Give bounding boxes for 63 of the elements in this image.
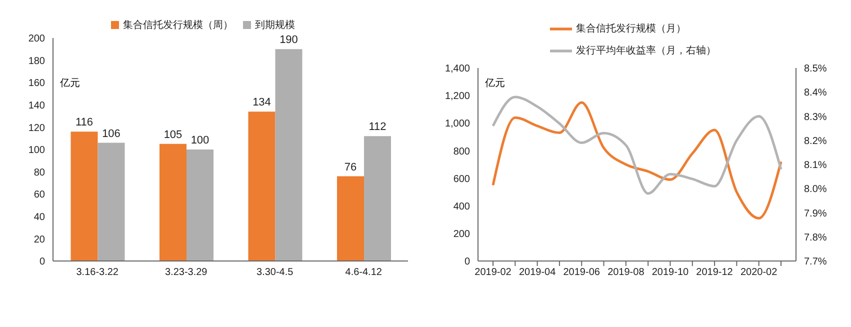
x-tick-label: 2019-08 [608, 267, 645, 278]
x-tick-label: 2020-02 [740, 267, 778, 278]
legend-label: 集合信托发行规模（月） [576, 24, 686, 35]
x-tick-label: 2019-12 [696, 267, 734, 278]
data-label: 106 [102, 128, 120, 140]
y2-tick-label: 8.3% [804, 112, 827, 123]
y-tick-label: 80 [34, 167, 46, 178]
y-tick-label: 20 [34, 234, 46, 246]
data-label: 105 [164, 128, 182, 141]
bar [70, 132, 98, 261]
y-tick-label: 40 [34, 212, 46, 223]
y2-tick-label: 8.5% [804, 64, 827, 75]
y2-tick-label: 8.0% [804, 184, 827, 196]
data-label: 100 [190, 134, 210, 146]
y2-tick-label: 8.4% [804, 88, 827, 99]
y-axis-title: 亿元 [485, 77, 505, 90]
bar [275, 49, 302, 261]
data-label: 76 [344, 161, 357, 174]
data-label: 190 [280, 34, 298, 46]
y-tick-label: 1,400 [444, 64, 470, 75]
y2-tick-label: 7.9% [804, 208, 827, 220]
x-tick-label: 3.16-3.22 [76, 267, 119, 278]
x-tick-label: 2019-06 [563, 267, 600, 278]
x-tick-label: 4.6-4.12 [345, 267, 382, 278]
line-series [492, 96, 782, 195]
x-tick-label: 2019-04 [518, 267, 556, 278]
y-tick-label: 140 [28, 100, 46, 112]
y2-tick-label: 7.7% [804, 256, 827, 268]
x-tick-label: 3.30-4.5 [256, 267, 294, 278]
y-tick-label: 100 [28, 145, 46, 156]
y-tick-label: 600 [453, 174, 470, 185]
x-tick-label: 3.23-3.29 [164, 267, 208, 278]
bar [98, 142, 125, 261]
data-label: 116 [75, 116, 94, 129]
bar [248, 112, 276, 261]
y2-tick-label: 8.1% [804, 160, 827, 172]
data-label: 112 [368, 121, 386, 134]
y-tick-label: 1,200 [444, 91, 470, 102]
y-tick-label: 200 [28, 34, 46, 45]
line-series [492, 101, 782, 220]
x-tick-label: 2019-10 [652, 267, 690, 278]
y-tick-label: 800 [453, 146, 470, 158]
bar [186, 150, 214, 261]
y-tick-label: 60 [34, 190, 46, 201]
legend-label: 发行平均年收益率（月，右轴） [576, 46, 716, 57]
y-tick-label: 160 [28, 78, 46, 90]
y2-tick-label: 7.8% [804, 232, 827, 244]
x-tick-label: 2019-02 [474, 267, 512, 278]
bar [160, 144, 186, 261]
y-tick-label: 1,000 [444, 118, 470, 130]
legend-label: 到期规模 [255, 20, 295, 31]
bar [337, 176, 364, 261]
bar [364, 136, 391, 261]
y2-tick-label: 8.2% [804, 136, 827, 147]
data-label: 134 [252, 96, 271, 109]
y-tick-label: 400 [453, 201, 470, 212]
legend-label: 集合信托发行规模（周） [123, 20, 233, 31]
y-tick-label: 180 [28, 56, 46, 67]
y-axis-title: 亿元 [60, 77, 80, 90]
y-tick-label: 200 [453, 228, 470, 240]
y-tick-label: 120 [28, 122, 46, 134]
y-tick-label: 0 [464, 256, 470, 268]
y-tick-label: 0 [39, 256, 46, 268]
